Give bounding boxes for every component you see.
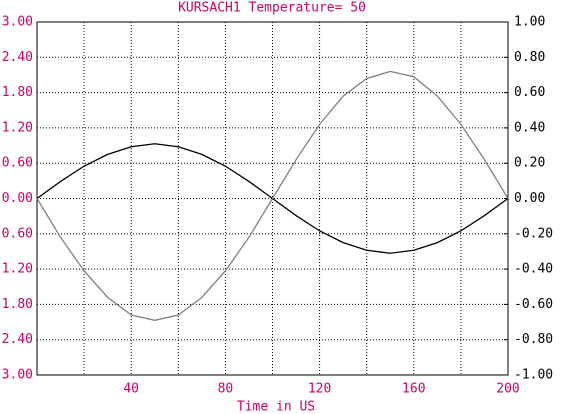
x-tick-label: 160 xyxy=(402,382,425,397)
y-tick-label: 1.20 xyxy=(2,120,33,135)
chart-title: KURSACH1 Temperature= 50 xyxy=(178,1,366,16)
y2-tick-label: -0.80 xyxy=(514,332,553,347)
y2-tick-label: 0.20 xyxy=(514,156,545,171)
series-line xyxy=(36,70,509,321)
y-tick-label: -2.40 xyxy=(0,332,33,347)
y2-tick-label: -0.20 xyxy=(514,226,553,241)
y-tick-label: -3.00 xyxy=(0,368,33,383)
y2-tick-label: 1.00 xyxy=(514,15,545,30)
y-tick-label: 2.40 xyxy=(2,50,33,65)
y-tick-label: -0.60 xyxy=(0,226,33,241)
x-axis-label: Time in US xyxy=(237,400,315,414)
x-tick-label: 80 xyxy=(218,382,234,397)
x-tick-label: 120 xyxy=(308,382,331,397)
y2-tick-label: 0.80 xyxy=(514,50,545,65)
y2-tick-label: -1.00 xyxy=(514,368,553,383)
y2-tick-label: 0.40 xyxy=(514,120,545,135)
y-tick-label: -1.20 xyxy=(0,262,33,277)
x-tick-label: 200 xyxy=(496,382,519,397)
y2-tick-label: 0.60 xyxy=(514,85,545,100)
y-tick-label: 0.00 xyxy=(2,191,33,206)
y-tick-label: 1.80 xyxy=(2,85,33,100)
x-tick-label: 40 xyxy=(123,382,139,397)
y2-tick-label: -0.40 xyxy=(514,262,553,277)
y2-tick-label: -0.60 xyxy=(514,297,553,312)
y2-tick-label: 0.00 xyxy=(514,191,545,206)
y-tick-label: -1.80 xyxy=(0,297,33,312)
y-tick-label: 3.00 xyxy=(2,15,33,30)
y-tick-label: 0.60 xyxy=(2,156,33,171)
